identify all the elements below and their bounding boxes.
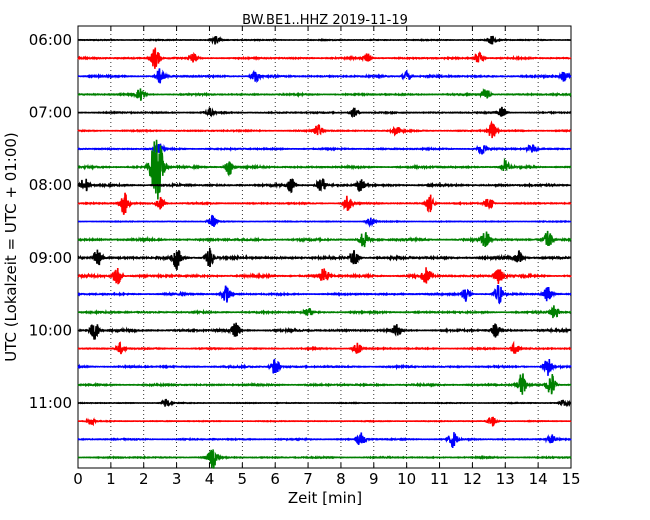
trace-line [77,398,572,408]
trace-line [77,416,572,427]
trace-line [77,267,572,285]
x-tick-label: 4 [205,470,215,488]
trace-line [77,432,572,448]
x-tick-label: 6 [270,470,280,488]
plot-frame [77,25,572,469]
y-axis-ticks: 06:00 07:00 08:00 09:00 10:00 11:00 [29,31,571,412]
trace-line [77,358,572,376]
chart-title: BW.BE1..HHZ 2019-11-19 [242,13,408,28]
x-tick-label: 1 [106,470,116,488]
y-tick-label: 09:00 [29,249,72,267]
trace-line [77,88,572,101]
x-tick-label: 9 [369,470,379,488]
trace-line [77,120,572,139]
x-tick-label: 8 [336,470,346,488]
x-tick-label: 12 [463,470,482,488]
trace-line [77,373,572,395]
x-axis-label: Zeit [min] [288,489,362,507]
trace-line [77,340,572,355]
x-tick-label: 0 [73,470,83,488]
x-tick-label: 5 [238,470,248,488]
y-tick-label: 10:00 [29,321,72,339]
x-tick-label: 11 [430,470,449,488]
x-tick-label: 7 [303,470,313,488]
trace-line [77,47,572,69]
x-tick-label: 2 [139,470,149,488]
seismic-traces [77,35,572,469]
trace-line [77,230,572,248]
trace-line [77,449,572,469]
y-tick-label: 08:00 [29,176,72,194]
grid-lines [110,26,539,468]
trace-line [77,214,572,228]
y-tick-label: 07:00 [29,104,72,122]
trace-line [77,35,572,45]
trace-line [77,247,572,271]
x-tick-label: 14 [529,470,548,488]
trace-line [77,178,572,194]
x-tick-label: 3 [172,470,182,488]
trace-line [77,139,572,200]
x-tick-label: 13 [496,470,515,488]
x-tick-label: 10 [397,470,416,488]
trace-line [77,322,572,340]
trace-line [77,68,572,84]
x-tick-label: 15 [561,470,580,488]
trace-line [77,305,572,319]
trace-line [77,285,572,305]
trace-line [77,192,572,215]
trace-line [77,106,572,118]
y-axis-label: UTC (Lokalzeit = UTC + 01:00) [2,132,20,362]
x-axis-ticks: 0 1 2 3 4 5 6 7 8 9 10 11 12 13 14 15 [73,26,581,488]
y-tick-label: 06:00 [29,31,72,49]
y-tick-label: 11:00 [29,394,72,412]
